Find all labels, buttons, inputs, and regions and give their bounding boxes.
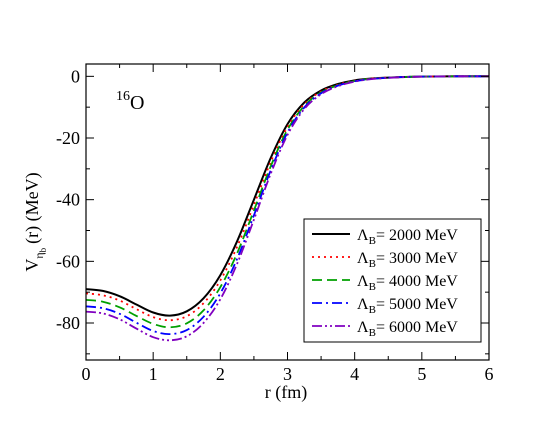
- annotation-base: O: [130, 92, 144, 114]
- annotation-superscript: 16: [116, 89, 130, 104]
- series-line-4: [85, 75, 489, 336]
- x-tick-label: 0: [82, 364, 91, 384]
- series-line-2: [85, 75, 489, 322]
- series-line-5: [85, 75, 489, 342]
- curves: [85, 75, 489, 342]
- legend: ΛB= 2000 MeV ΛB= 3000 MeV ΛB= 4000 MeV ΛB= …: [303, 218, 482, 343]
- y-axis-title: Vηb (r) (MeV): [22, 172, 48, 271]
- y-axis-title-subsub: b: [38, 247, 48, 252]
- y-axis-title-base: V: [22, 259, 42, 272]
- svg-text:Vηb(r) (MeV): Vηb (r) (MeV): [22, 172, 48, 271]
- y-tick-label: -60: [56, 251, 80, 271]
- legend-label-3: ΛB= 4000 MeV: [357, 273, 458, 293]
- y-tick-label: -20: [56, 128, 80, 148]
- y-tick-label: -80: [56, 313, 80, 333]
- y-axis-title-sub: η: [32, 252, 46, 258]
- legend-label-1: ΛB= 2000 MeV: [357, 227, 458, 247]
- y-tick-label: -40: [56, 190, 80, 210]
- y-tick-label: 0: [71, 66, 80, 86]
- ticks: 0 1 2 3 4 5 6 0 -20 -40 -60 -80: [56, 64, 494, 384]
- x-tick-label: 6: [485, 364, 494, 384]
- legend-label-4: ΛB= 5000 MeV: [357, 296, 458, 316]
- x-tick-label: 5: [417, 364, 426, 384]
- x-tick-label: 1: [149, 364, 158, 384]
- x-axis-title: r (fm): [265, 382, 307, 403]
- y-axis-title-rest: (r) (MeV): [22, 172, 43, 243]
- x-tick-label: 3: [283, 364, 292, 384]
- legend-label-5: ΛB= 6000 MeV: [357, 319, 458, 339]
- nucleus-annotation: 16O: [116, 89, 144, 114]
- x-tick-label: 4: [350, 364, 359, 384]
- x-tick-label: 2: [216, 364, 225, 384]
- legend-label-2: ΛB= 3000 MeV: [357, 250, 458, 270]
